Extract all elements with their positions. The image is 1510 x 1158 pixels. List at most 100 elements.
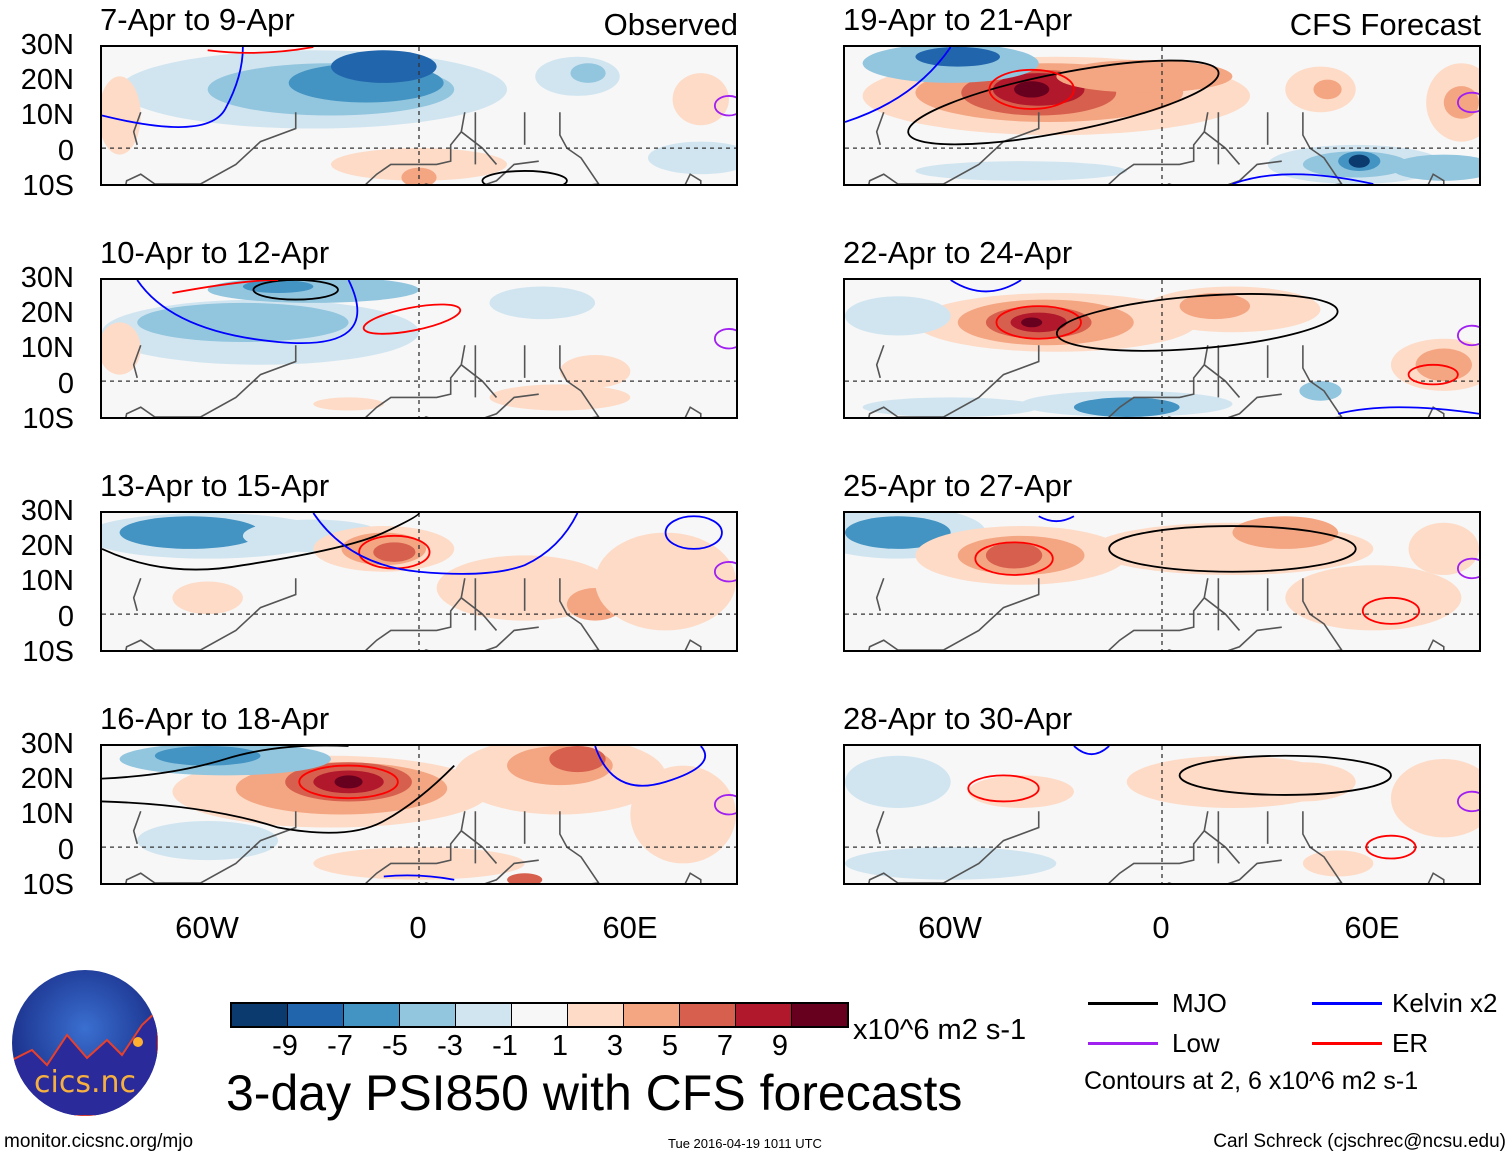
anomaly-shading (570, 63, 606, 83)
low-contour (1458, 93, 1479, 113)
colorbar-swatch (624, 1004, 680, 1026)
low-contour (715, 795, 736, 815)
colorbar (230, 1002, 849, 1028)
legend-label-mjo: MJO (1172, 988, 1227, 1018)
er-contour (989, 70, 1074, 109)
lat-label: 20N (20, 763, 74, 796)
colorbar-swatch (400, 1004, 456, 1026)
anomaly-shading (154, 746, 261, 766)
colorbar-tick-label: 1 (551, 1030, 569, 1062)
anomaly-shading (1443, 86, 1479, 119)
map-panel (100, 278, 738, 419)
map-panel (843, 744, 1481, 885)
er-contour (996, 306, 1081, 339)
anomaly-shading (137, 821, 279, 861)
anomaly-shading (1390, 759, 1479, 838)
kelvin-contour (313, 513, 577, 574)
colorbar-swatch (456, 1004, 512, 1026)
lon-label: 60W (175, 910, 239, 945)
lon-label: 60E (602, 910, 658, 945)
er-contour (1409, 365, 1458, 385)
anomaly-shading (549, 746, 606, 773)
kelvin-contour (137, 280, 357, 343)
anomaly-shading (1408, 522, 1479, 575)
anomaly-shading (1021, 317, 1043, 328)
kelvin-contour (1232, 174, 1373, 184)
panel-title: 7-Apr to 9-Apr (100, 2, 295, 37)
lon-label: 60W (918, 910, 982, 945)
anomaly-shading (489, 286, 596, 320)
colorbar-tick-label: -3 (437, 1030, 463, 1062)
er-contour (975, 542, 1052, 575)
legend-label-low: Low (1172, 1028, 1220, 1058)
lat-label: 10S (22, 635, 74, 668)
panel-title: 22-Apr to 24-Apr (843, 235, 1073, 270)
anomaly-shading (1232, 516, 1339, 549)
anomaly-shading (1073, 397, 1180, 417)
lon-label: 60E (1344, 910, 1400, 945)
colorbar-swatch (680, 1004, 736, 1026)
mjo-contour (253, 280, 338, 300)
lon-label: 0 (1152, 910, 1170, 945)
anomaly-shading (1250, 762, 1356, 802)
anomaly-shading (672, 73, 729, 126)
colorbar-swatch (232, 1004, 288, 1026)
kelvin-contour (1338, 407, 1479, 414)
lat-label: 0 (57, 600, 74, 633)
er-contour (299, 766, 398, 799)
contour-note: Contours at 2, 6 x10^6 m2 s-1 (1084, 1067, 1419, 1095)
map-panel (100, 744, 738, 885)
map-panel (100, 45, 738, 186)
anomaly-shading (507, 873, 543, 883)
kelvin-contour (102, 47, 243, 127)
colorbar-units: x10^6 m2 s-1 (853, 1014, 1027, 1046)
mjo-contour (1109, 526, 1356, 572)
anomaly-shading (1348, 154, 1370, 168)
anomaly-shading (845, 847, 1057, 880)
map-panel (100, 511, 738, 652)
panel-title: 25-Apr to 27-Apr (843, 468, 1073, 503)
lat-label: 10S (22, 169, 74, 202)
anomaly-shading (1302, 850, 1374, 877)
logo-text: cics.nc (34, 1065, 136, 1100)
colorbar-swatch (288, 1004, 344, 1026)
er-contour (172, 280, 278, 293)
lat-label: 10N (20, 332, 74, 365)
lat-label: 20N (20, 530, 74, 563)
mjo-contour (1054, 285, 1340, 360)
er-contour (1363, 598, 1419, 624)
colorbar-tick-label: -1 (492, 1030, 518, 1062)
kelvin-contour (951, 280, 1021, 291)
footer-url[interactable]: monitor.cicsnc.org/mjo (4, 1131, 194, 1152)
anomaly-shading (1056, 60, 1233, 93)
cics-logo: cics.nc (12, 970, 158, 1116)
anomaly-shading (559, 355, 631, 388)
legend-label-er: ER (1392, 1028, 1429, 1058)
anomaly-shading (1313, 79, 1342, 100)
anomaly-shading (968, 775, 1074, 808)
lat-label: 10S (22, 402, 74, 435)
kelvin-contour (1039, 516, 1074, 521)
colorbar-tick-label: 3 (606, 1030, 624, 1062)
lon-label: 0 (409, 910, 427, 945)
colorbar-tick-label: 7 (716, 1030, 734, 1062)
lat-label: 10N (20, 99, 74, 132)
anomaly-shading (595, 532, 736, 631)
lat-label: 20N (20, 64, 74, 97)
er-contour (361, 298, 463, 339)
colorbar-tick-label: -9 (272, 1030, 298, 1062)
kelvin-contour (845, 47, 951, 122)
mjo-contour (1180, 756, 1391, 795)
anomaly-shading (172, 581, 243, 615)
anomaly-shading (242, 280, 314, 294)
footer-author: Carl Schreck (cjschrec@ncsu.edu) (1213, 1131, 1506, 1152)
lat-label: 10N (20, 798, 74, 831)
low-contour (715, 562, 736, 582)
lat-label: 30N (20, 262, 74, 294)
low-contour (715, 96, 736, 116)
legend-label-kelvin: Kelvin x2 (1392, 988, 1498, 1018)
colorbar-swatch (792, 1004, 847, 1026)
anomaly-shading (119, 516, 261, 549)
mjo-contour (482, 171, 567, 184)
anomaly-shading (985, 542, 1043, 569)
